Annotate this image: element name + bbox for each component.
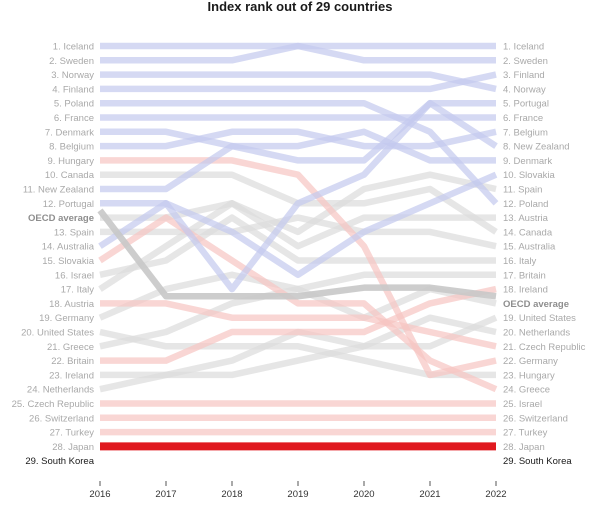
left-label-8-belgium: 8. Belgium: [49, 142, 94, 153]
series-line-australia: [100, 214, 497, 250]
right-label-oecd-average: OECD average: [503, 299, 569, 310]
left-label-16-israel: 16. Israel: [55, 270, 94, 281]
chart-title: Index rank out of 29 countries: [208, 0, 393, 14]
x-tick-label-2018: 2018: [221, 489, 242, 500]
right-label-3-finland: 3. Finland: [503, 70, 545, 81]
right-labels: 1. Iceland 2. Sweden 3. Finland 4. Norway 5.…: [503, 42, 586, 468]
right-label-12-poland: 12. Poland: [503, 199, 548, 210]
series-line-hungary: [100, 157, 497, 379]
left-label-19-germany: 19. Germany: [39, 313, 94, 324]
right-label-4-norway: 4. Norway: [503, 84, 546, 95]
x-tick-label-2016: 2016: [89, 489, 110, 500]
series-line-denmark: [100, 128, 496, 164]
series-line-ireland: [100, 285, 497, 364]
left-label-2-sweden: 2. Sweden: [49, 56, 94, 67]
right-label-24-greece: 24. Greece: [503, 385, 550, 396]
right-label-7-belgium: 7. Belgium: [503, 127, 548, 138]
series-line-slovakia: [98, 171, 498, 279]
left-label-21-greece: 21. Greece: [47, 342, 94, 353]
series-line-italy: [99, 214, 496, 278]
series-line-oecd-average: [97, 208, 497, 300]
right-label-8-new-zealand: 8. New Zealand: [503, 142, 570, 153]
series-line-greece: [99, 328, 496, 379]
right-label-18-ireland: 18. Ireland: [503, 285, 548, 296]
right-label-26-switzerland: 26. Switzerland: [503, 413, 568, 424]
right-label-17-britain: 17. Britain: [503, 270, 546, 281]
series-line-sweden: [100, 42, 496, 64]
right-label-2-sweden: 2. Sweden: [503, 56, 548, 67]
x-tick-label-2019: 2019: [287, 489, 308, 500]
right-label-5-portugal: 5. Portugal: [503, 99, 549, 110]
right-label-28-japan: 28. Japan: [503, 442, 545, 453]
series-line-britain: [99, 271, 496, 350]
series-line-germany: [100, 300, 497, 350]
right-label-9-denmark: 9. Denmark: [503, 156, 552, 167]
x-tick-label-2017: 2017: [155, 489, 176, 500]
left-labels: 1. Iceland 2. Sweden 3. Norway 4. Finland 5.…: [12, 42, 95, 468]
series-line-finland: [100, 71, 497, 93]
left-label-11-new-zealand: 11. New Zealand: [23, 185, 94, 196]
right-label-27-turkey: 27. Turkey: [503, 428, 548, 439]
right-label-25-israel: 25. Israel: [503, 399, 542, 410]
left-label-13-spain: 13. Spain: [54, 227, 94, 238]
x-axis-ticks: 2016 2017 2018 2019 2020 2021 2022: [89, 481, 507, 500]
left-label-26-switzerland: 26. Switzerland: [29, 413, 94, 424]
left-label-22-britain: 22. Britain: [51, 356, 94, 367]
right-label-13-austria: 13. Austria: [503, 213, 549, 224]
right-label-21-czech-republic: 21. Czech Republic: [503, 342, 586, 353]
left-label-24-netherlands: 24. Netherlands: [27, 385, 94, 396]
left-label-4-finland: 4. Finland: [52, 84, 94, 95]
series-line-czech-republic: [99, 314, 497, 393]
right-label-1-iceland: 1. Iceland: [503, 42, 544, 53]
series-line-norway: [100, 71, 497, 93]
series-line-belgium: [100, 128, 497, 150]
left-label-20-united-states: 20. United States: [21, 328, 94, 339]
left-label-12-portugal: 12. Portugal: [43, 199, 94, 210]
right-label-22-germany: 22. Germany: [503, 356, 558, 367]
right-label-11-spain: 11. Spain: [503, 185, 542, 196]
left-label-15-slovakia: 15. Slovakia: [42, 256, 94, 267]
x-tick-label-2021: 2021: [419, 489, 440, 500]
right-label-6-france: 6. France: [503, 113, 543, 124]
right-label-29-south-korea: 29. South Korea: [503, 456, 572, 467]
left-label-10-canada: 10. Canada: [45, 170, 95, 181]
left-label-oecd-average: OECD average: [28, 213, 94, 224]
left-label-3-norway: 3. Norway: [51, 70, 94, 81]
left-label-7-denmark: 7. Denmark: [45, 127, 94, 138]
left-label-6-france: 6. France: [54, 113, 94, 124]
x-tick-label-2022: 2022: [485, 489, 506, 500]
x-tick-label-2020: 2020: [353, 489, 374, 500]
series-line-poland: [100, 99, 499, 206]
right-label-16-italy: 16. Italy: [503, 256, 537, 267]
right-label-14-canada: 14. Canada: [503, 227, 553, 238]
right-label-23-hungary: 23. Hungary: [503, 370, 555, 381]
right-label-20-netherlands: 20. Netherlands: [503, 328, 570, 339]
series-line-austria: [98, 200, 496, 292]
left-label-29-south-korea: 29. South Korea: [25, 456, 94, 467]
left-label-17-italy: 17. Italy: [61, 285, 95, 296]
left-label-25-czech-republic: 25. Czech Republic: [12, 399, 95, 410]
right-label-19-united-states: 19. United States: [503, 313, 576, 324]
left-label-18-austria: 18. Austria: [49, 299, 95, 310]
left-label-27-turkey: 27. Turkey: [50, 428, 95, 439]
left-label-23-ireland: 23. Ireland: [49, 370, 94, 381]
left-label-28-japan: 28. Japan: [52, 442, 94, 453]
series-layer: [97, 42, 499, 451]
right-label-10-slovakia: 10. Slovakia: [503, 170, 555, 181]
left-label-1-iceland: 1. Iceland: [53, 42, 94, 53]
left-label-14-australia: 14. Australia: [42, 242, 95, 253]
right-label-15-australia: 15. Australia: [503, 242, 556, 253]
series-line-israel: [98, 214, 498, 393]
left-label-9-hungary: 9. Hungary: [48, 156, 95, 167]
left-label-5-poland: 5. Poland: [54, 99, 94, 110]
